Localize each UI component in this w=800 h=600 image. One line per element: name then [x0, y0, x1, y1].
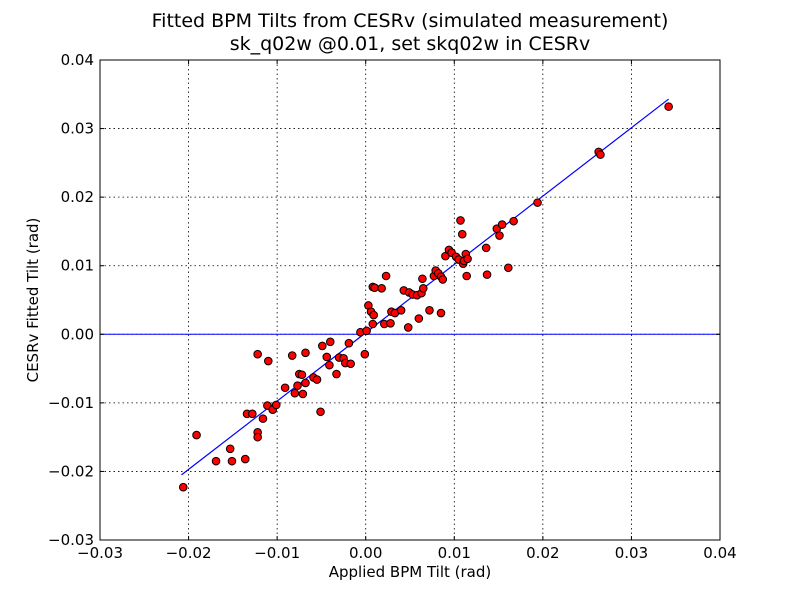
- axis-ticks: [99, 59, 721, 541]
- x-tick-label: 0.03: [615, 544, 648, 562]
- data-point: [318, 341, 327, 351]
- x-tick-label: −0.03: [77, 544, 123, 562]
- data-point: [457, 229, 467, 239]
- data-point: [509, 216, 518, 226]
- data-point: [325, 360, 334, 370]
- data-point: [322, 352, 332, 362]
- data-point: [280, 383, 290, 393]
- data-point: [312, 375, 322, 384]
- data-point: [325, 337, 335, 347]
- data-point: [396, 305, 406, 315]
- data-point: [253, 432, 262, 442]
- y-tick-label: −0.02: [48, 462, 94, 480]
- y-tick-label: −0.03: [48, 531, 94, 549]
- x-tick-label: 0.01: [438, 544, 471, 562]
- data-point: [368, 319, 378, 329]
- x-tick-label: −0.01: [254, 544, 300, 562]
- data-point: [178, 482, 188, 492]
- data-point: [369, 310, 378, 320]
- x-tick-label: 0.02: [526, 544, 559, 562]
- data-point: [271, 400, 281, 410]
- data-point: [403, 323, 413, 332]
- y-tick-labels: −0.03 −0.02 −0.01 0.00 0.01 0.02 0.03 0.04: [48, 51, 94, 549]
- data-point: [436, 308, 446, 318]
- plot-area: [100, 60, 720, 540]
- chart-title: Fitted BPM Tilts from CESRv (simulated m…: [152, 10, 669, 32]
- data-point: [346, 359, 355, 369]
- data-point: [263, 356, 273, 366]
- data-point: [332, 369, 341, 379]
- data-point: [360, 349, 370, 359]
- y-tick-label: 0.01: [61, 257, 94, 275]
- data-point: [418, 274, 427, 284]
- data-point: [192, 430, 201, 440]
- data-point: [386, 319, 395, 328]
- data-point: [316, 407, 325, 417]
- data-point: [301, 348, 310, 358]
- data-point: [362, 326, 371, 336]
- data-point: [301, 378, 310, 388]
- data-point: [481, 243, 491, 253]
- x-tick-label: 0.04: [703, 544, 736, 562]
- data-point: [377, 284, 386, 293]
- y-tick-label: −0.01: [48, 394, 94, 412]
- data-point: [248, 409, 257, 419]
- data-point: [227, 456, 237, 466]
- data-point: [344, 338, 354, 348]
- data-point: [293, 381, 302, 391]
- data-point: [482, 270, 492, 279]
- data-point: [463, 254, 472, 264]
- data-point: [504, 263, 513, 273]
- plot-frame: [99, 59, 721, 541]
- data-point: [418, 284, 428, 293]
- data-point: [381, 271, 391, 281]
- data-point: [290, 388, 300, 398]
- data-point: [462, 271, 471, 281]
- data-point: [253, 349, 262, 359]
- y-axis-label: CESRv Fitted Tilt (rad): [24, 218, 42, 383]
- y-tick-label: 0.02: [61, 188, 94, 206]
- x-axis-label: Applied BPM Tilt (rad): [329, 563, 491, 581]
- x-tick-labels: −0.03 −0.02 −0.01 0.00 0.01 0.02 0.03 0.04: [77, 544, 737, 562]
- data-point: [533, 198, 542, 207]
- data-point: [425, 305, 434, 315]
- y-tick-label: 0.03: [61, 120, 94, 138]
- chart-subtitle: sk_q02w @0.01, set skq02w in CESRv: [230, 33, 591, 55]
- data-point: [456, 216, 465, 225]
- data-point: [258, 414, 268, 423]
- data-point: [664, 102, 673, 111]
- data-point: [287, 351, 297, 360]
- data-point: [240, 454, 250, 464]
- x-tick-label: −0.02: [166, 544, 212, 562]
- data-point: [495, 231, 504, 240]
- data-points: [178, 102, 673, 492]
- data-point: [370, 283, 379, 292]
- data-point: [438, 275, 448, 284]
- y-tick-label: 0.00: [61, 325, 94, 343]
- data-point: [414, 314, 424, 323]
- y-tick-label: 0.04: [61, 51, 94, 69]
- data-point: [225, 444, 235, 454]
- x-tick-label: 0.00: [349, 544, 382, 562]
- data-point: [497, 220, 507, 229]
- data-point: [211, 456, 221, 466]
- data-point: [596, 150, 605, 159]
- data-point: [297, 370, 307, 380]
- data-point: [298, 389, 308, 399]
